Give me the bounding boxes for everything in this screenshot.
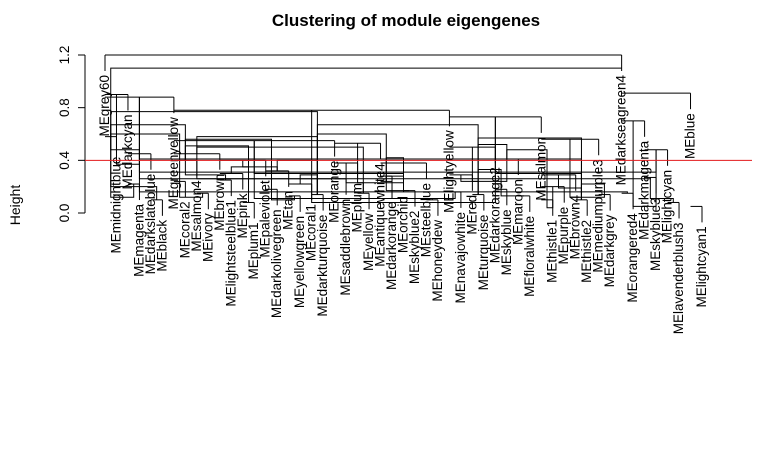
leaf-label: MEskyblue: [499, 209, 514, 275]
leaf-label: MElightsteelblue1: [223, 200, 238, 307]
y-tick-label: 1.2: [57, 46, 72, 65]
leaf-label: MEsalmon: [533, 137, 548, 201]
leaf-label: MEsaddlebrown: [338, 199, 353, 296]
leaf-label: MEthistle2: [579, 220, 594, 283]
leaf-label: MEblack: [154, 220, 169, 272]
leaf-label: MEblue: [683, 113, 698, 159]
leaf-label: MEantiquewhite4: [373, 163, 388, 267]
leaf-label: MEmediumpurple3: [591, 159, 606, 272]
leaf-label: MEdarkseagreen4: [614, 75, 629, 186]
leaf-label: MEdarkcyan: [120, 115, 135, 190]
leaf-label: MEcoral1: [304, 204, 319, 261]
chart-title: Clustering of module eigengenes: [272, 11, 540, 30]
leaf-label: MEorchid: [396, 196, 411, 253]
dendrogram-branch: [649, 177, 674, 203]
leaf-label: MEivory: [200, 213, 215, 262]
leaf-label: MElavenderblush3: [671, 222, 686, 334]
y-axis: 0.0 0.4 0.8 1.2: [57, 46, 86, 223]
leaf-label: MEbrown4: [568, 194, 583, 259]
leaf-label: MEdarkturquoise: [315, 215, 330, 317]
leaf-label: MEgrey60: [97, 75, 112, 137]
leaf-label: MEnavajowhite: [453, 212, 468, 304]
y-axis-label: Height: [7, 185, 23, 226]
leaf-label: MEcoral2: [177, 201, 192, 258]
dendrogram-branch: [471, 147, 508, 182]
leaf-label: MEpink: [235, 193, 250, 238]
dendrogram-branch: [253, 140, 404, 174]
leaf-label: MEhoneydew: [430, 220, 445, 302]
dendrogram-branch: [270, 189, 295, 201]
leaf-label: MEpurple: [556, 207, 571, 265]
dendrogram-branch: [138, 97, 657, 173]
y-tick-label: 0.8: [57, 98, 72, 117]
leaf-label: MEpaleviolet: [258, 180, 273, 258]
y-tick-label: 0.4: [57, 150, 72, 169]
leaf-label: MElightcyan1: [694, 226, 709, 307]
leaf-label: MEturquoise: [476, 215, 491, 291]
leaf-label: MEorange: [327, 161, 342, 223]
leaf-label: MEdarkorange: [384, 201, 399, 290]
leaf-label: MEsteelblue: [418, 183, 433, 257]
leaf-label: MEmagenta: [131, 204, 146, 277]
dendrogram-branch: [385, 157, 404, 182]
leaf-label: MEplum: [350, 183, 365, 233]
leaf-label: MEorangered4: [625, 213, 640, 303]
dendrogram-branch: [569, 139, 605, 198]
leaf-label: MEdarkorange2: [487, 167, 502, 263]
dendrogram-branch: [110, 136, 158, 200]
dendrogram-branch: [546, 186, 554, 209]
dendrogram-branch: [110, 67, 622, 137]
leaf-label: MEbrown: [212, 174, 227, 231]
dendrogram-branch: [242, 160, 278, 171]
leaf-label: MEplum1: [246, 222, 261, 279]
dendrogram-tree: [104, 54, 703, 223]
leaf-label: MEred: [464, 195, 479, 235]
dendrogram-branch: [385, 181, 410, 192]
leaf-label: MEfloralwhite: [522, 216, 537, 297]
leaf-label: MElightcyan: [660, 170, 675, 244]
leaf-label: MEskyblue3: [648, 197, 663, 271]
leaf-label: MEdarkolivegreen: [269, 209, 284, 318]
leaf-label: MEyellow: [361, 213, 376, 271]
leaf-label: MElightyellow: [441, 130, 456, 213]
y-tick-label: 0.0: [57, 204, 72, 223]
leaf-label: MEskyblue2: [407, 211, 422, 285]
leaf-label: MEyellowgreen: [292, 216, 307, 308]
leaf-label: MEdarkmagenta: [637, 140, 652, 240]
leaf-label: MEsalmon4: [189, 180, 204, 252]
leaf-label: MEtan: [281, 191, 296, 230]
leaf-label: MEthistle1: [545, 220, 560, 283]
leaf-label: MEmaroon: [510, 179, 525, 245]
leaf-label: MEmidnightblue: [108, 157, 123, 254]
leaf-label: MEgreenyellow: [166, 117, 181, 210]
dendrogram-branch: [184, 160, 227, 181]
dendrogram-branch: [179, 181, 204, 198]
leaf-label: MEdarkslateblue: [143, 174, 158, 275]
leaf-label: MEdarkgrey: [602, 214, 617, 287]
